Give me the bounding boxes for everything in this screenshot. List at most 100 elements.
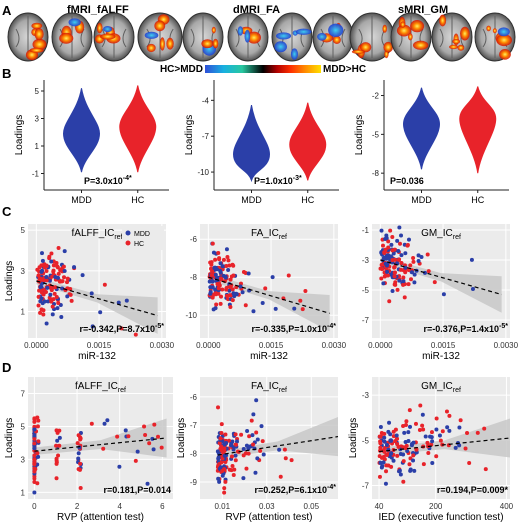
point-hc <box>143 432 148 437</box>
y-tick-label: 5 <box>35 87 40 96</box>
point-hc <box>102 282 107 287</box>
point-mdd <box>238 284 243 289</box>
violin-mdd <box>402 87 441 170</box>
point-hc <box>216 286 221 291</box>
x-tick-label: MDD <box>241 195 262 205</box>
point-mdd <box>244 443 249 448</box>
point-hc <box>209 262 214 267</box>
point-mdd <box>381 256 386 261</box>
activation-blob-hot <box>212 38 219 49</box>
point-hc <box>219 422 224 427</box>
y-axis-label: Loadings <box>4 418 15 459</box>
point-hc <box>395 287 400 292</box>
point-hc <box>390 248 395 253</box>
point-hc <box>379 262 384 267</box>
point-mdd <box>445 425 450 430</box>
point-hc <box>220 287 225 292</box>
point-mdd <box>123 428 128 433</box>
x-tick-label: HC <box>301 195 314 205</box>
point-hc <box>210 241 215 246</box>
y-tick-label: -3 <box>362 256 370 265</box>
violin-chart-3: -8 -5 -2 Loadings MDD HC P=0.036 <box>354 80 509 205</box>
y-axis-label: Loadings <box>184 115 195 156</box>
point-hc <box>217 462 222 467</box>
point-mdd <box>395 238 400 243</box>
point-hc <box>241 453 246 458</box>
point-mdd <box>222 453 227 458</box>
point-mdd <box>217 479 222 484</box>
point-hc <box>231 472 236 477</box>
point-mdd <box>145 481 150 486</box>
point-mdd <box>381 460 386 465</box>
activation-blob-cold <box>317 32 327 41</box>
point-mdd <box>55 275 60 280</box>
point-hc <box>53 285 58 290</box>
activation-blob-hot <box>412 40 429 50</box>
point-hc <box>35 424 40 429</box>
panel-label-d: D <box>2 360 11 375</box>
point-hc <box>209 273 214 278</box>
point-hc <box>382 449 387 454</box>
brain-slice <box>390 12 432 62</box>
y-tick-label: -7 <box>362 481 370 490</box>
point-mdd <box>434 427 439 432</box>
point-hc <box>404 423 409 428</box>
brain-slice <box>227 12 269 62</box>
point-mdd <box>391 458 396 463</box>
point-hc <box>65 276 70 281</box>
point-hc <box>230 298 235 303</box>
point-mdd <box>250 433 255 438</box>
point-mdd <box>383 236 388 241</box>
point-hc <box>401 459 406 464</box>
point-mdd <box>399 253 404 258</box>
point-mdd <box>469 257 474 262</box>
point-mdd <box>60 286 65 291</box>
activation-blob-hot <box>383 41 394 53</box>
point-mdd <box>406 237 411 242</box>
point-hc <box>406 268 411 273</box>
y-tick-label: -10 <box>185 311 197 320</box>
point-hc <box>413 421 418 426</box>
point-mdd <box>55 438 60 443</box>
x-tick-label: 0.01 <box>214 502 230 511</box>
point-mdd <box>47 278 52 283</box>
point-hc <box>429 430 434 435</box>
x-tick-label: 0.0000 <box>368 341 393 350</box>
violin-chart-2: -10 -7 -4 Loadings MDD HC P=1.0x10-3* <box>184 80 339 205</box>
x-axis-label: miR-132 <box>250 351 288 362</box>
stat-label: P=0.036 <box>390 176 424 186</box>
point-hc <box>227 438 232 443</box>
point-hc <box>382 431 387 436</box>
point-mdd <box>387 420 392 425</box>
point-hc <box>227 263 232 268</box>
point-hc <box>49 251 54 256</box>
point-hc <box>380 243 385 248</box>
point-hc <box>426 451 431 456</box>
stat-label: r=0.252,P=6.1x10-4* <box>254 484 336 495</box>
x-tick-label: HC <box>471 195 484 205</box>
panel-label-a: A <box>2 3 12 18</box>
confidence-band <box>208 273 330 332</box>
point-hc <box>234 442 239 447</box>
point-hc <box>482 426 487 431</box>
y-tick-label: -6 <box>190 235 198 244</box>
point-mdd <box>32 433 37 438</box>
point-hc <box>78 437 83 442</box>
activation-blob-hot <box>247 31 261 44</box>
x-axis-label: RVP (attention test) <box>57 512 144 523</box>
point-mdd <box>90 324 95 329</box>
point-mdd <box>399 233 404 238</box>
point-mdd <box>216 476 221 481</box>
point-hc <box>223 432 228 437</box>
point-mdd <box>49 259 54 264</box>
point-mdd <box>292 306 297 311</box>
point-mdd <box>270 275 275 280</box>
point-mdd <box>403 439 408 444</box>
point-hc <box>401 282 406 287</box>
chart-title: fALFF_ICref <box>72 228 123 241</box>
point-mdd <box>220 264 225 269</box>
point-hc <box>54 461 59 466</box>
point-hc <box>286 273 291 278</box>
x-axis-label: IED (executive function test) <box>378 512 503 523</box>
